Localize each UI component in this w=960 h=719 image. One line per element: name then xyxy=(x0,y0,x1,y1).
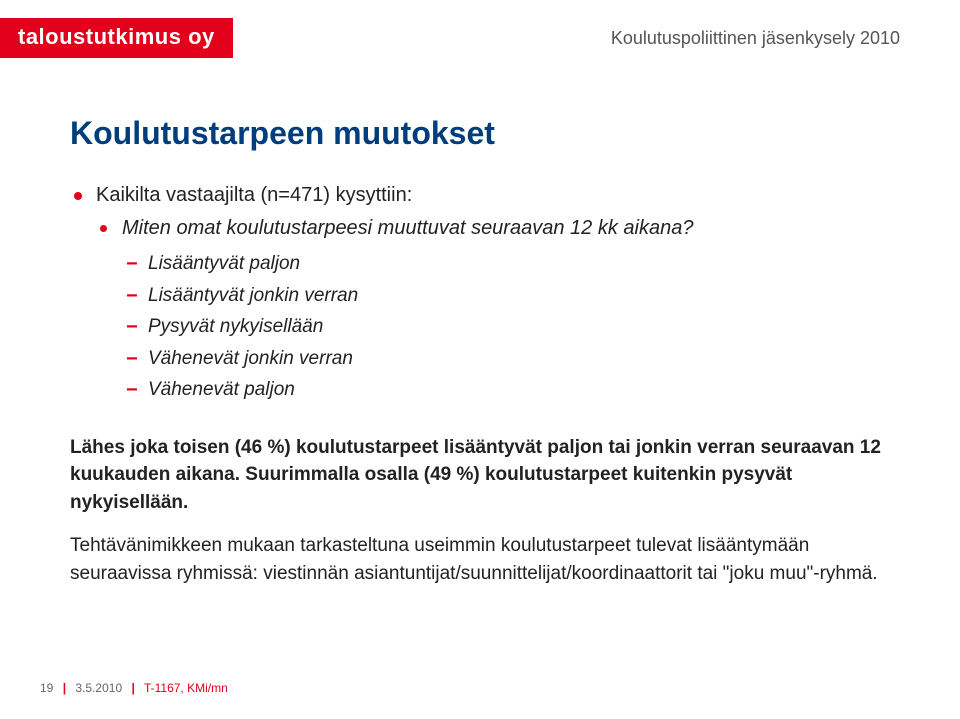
header-subtitle: Koulutuspoliittinen jäsenkysely 2010 xyxy=(611,28,900,49)
option-item: Lisääntyvät jonkin verran xyxy=(70,282,890,310)
option-item: Vähenevät paljon xyxy=(70,376,890,404)
footer-date: 3.5.2010 xyxy=(75,681,122,695)
footer-separator: | xyxy=(63,681,66,695)
option-item: Pysyvät nykyisellään xyxy=(70,313,890,341)
footer: 19 | 3.5.2010 | T-1167, KMi/mn xyxy=(40,681,228,695)
option-item: Vähenevät jonkin verran xyxy=(70,345,890,373)
page-title: Koulutustarpeen muutokset xyxy=(70,115,890,152)
main-content: Koulutustarpeen muutokset Kaikilta vasta… xyxy=(70,115,890,603)
header: taloustutkimus oy Koulutuspoliittinen jä… xyxy=(0,0,960,60)
intro-bullet: Kaikilta vastaajilta (n=471) kysyttiin: xyxy=(70,184,890,207)
question-bullet: Miten omat koulutustarpeesi muuttuvat se… xyxy=(70,217,890,240)
summary-paragraph-1: Lähes joka toisen (46 %) koulutustarpeet… xyxy=(70,434,890,517)
footer-separator: | xyxy=(131,681,134,695)
summary-paragraph-2: Tehtävänimikkeen mukaan tarkasteltuna us… xyxy=(70,532,890,587)
option-item: Lisääntyvät paljon xyxy=(70,250,890,278)
footer-page: 19 xyxy=(40,681,53,695)
summary-block: Lähes joka toisen (46 %) koulutustarpeet… xyxy=(70,434,890,588)
company-logo: taloustutkimus oy xyxy=(0,18,233,58)
footer-code: T-1167, KMi/mn xyxy=(144,681,228,695)
